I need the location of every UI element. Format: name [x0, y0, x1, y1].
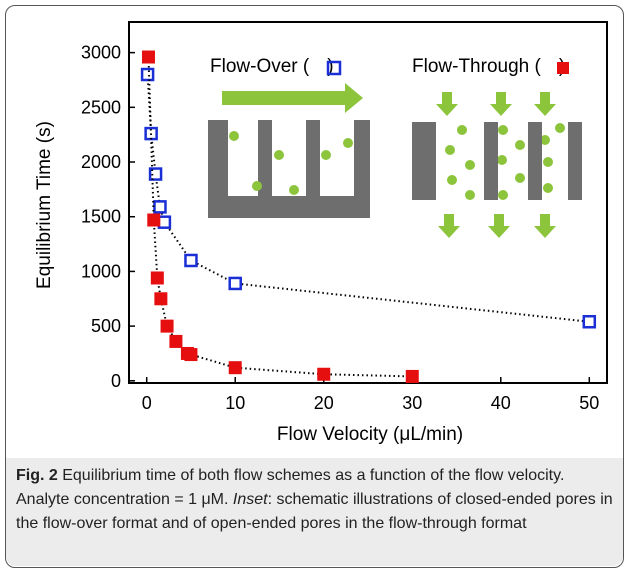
x-tick-label: 10: [225, 393, 245, 413]
y-tick-label: 1000: [81, 261, 121, 281]
x-tick-label: 20: [314, 393, 334, 413]
plot-frame: [128, 21, 608, 384]
figure-frame: [5, 5, 624, 568]
particles: [229, 123, 565, 200]
caption-text: : schematic illustrations of closed-ende…: [16, 491, 613, 532]
x-tick-label: 40: [491, 393, 511, 413]
point: [150, 271, 164, 285]
x-tick-label: 0: [142, 393, 152, 413]
trend-line: [146, 74, 590, 323]
inset-label: Flow-Through (): [412, 56, 565, 77]
legend-icon: [557, 62, 569, 74]
point: [160, 319, 174, 333]
y-tick-label: 500: [91, 316, 121, 336]
arrows: [436, 92, 556, 238]
point: [317, 367, 331, 381]
point: [184, 253, 198, 268]
point: [148, 167, 163, 181]
inset: Flow-Over () Flow-Through (): [208, 56, 582, 238]
caption: Fig. 2 Equilibrium time of both flow sch…: [6, 458, 623, 566]
point: [153, 200, 167, 214]
y-tick-label: 1500: [81, 207, 121, 227]
point: [157, 215, 172, 229]
inset-label: Flow-Over (): [210, 56, 334, 77]
point: [228, 276, 242, 291]
caption-label: Fig. 2: [16, 467, 58, 484]
chart: Flow-Over () Flow-Through () Flow Veloci…: [34, 21, 608, 445]
x-tick-label: 30: [402, 393, 422, 413]
point: [140, 67, 155, 82]
y-tick-label: 2000: [81, 152, 121, 172]
point: [228, 361, 242, 375]
point: [141, 50, 155, 64]
y-tick-label: 0: [111, 371, 121, 391]
pores: [412, 122, 582, 200]
point: [154, 292, 168, 306]
caption-inset: Inset: [232, 491, 268, 508]
y-tick-label: 2500: [81, 97, 121, 117]
pores: [208, 120, 370, 218]
point: [147, 213, 161, 227]
arrow: [222, 83, 363, 113]
x-tick-label: 50: [579, 393, 599, 413]
point: [184, 348, 198, 362]
x-axis-label: Flow Velocity (μL/min): [277, 424, 463, 445]
y-axis-label: Equilibrium Time (s): [34, 121, 55, 289]
point: [405, 369, 419, 383]
legend-icon: [326, 60, 342, 76]
point: [582, 314, 597, 329]
y-tick-label: 3000: [81, 43, 121, 63]
caption-text: Equilibrium time of both flow schemes as…: [16, 467, 565, 508]
point: [169, 334, 183, 348]
